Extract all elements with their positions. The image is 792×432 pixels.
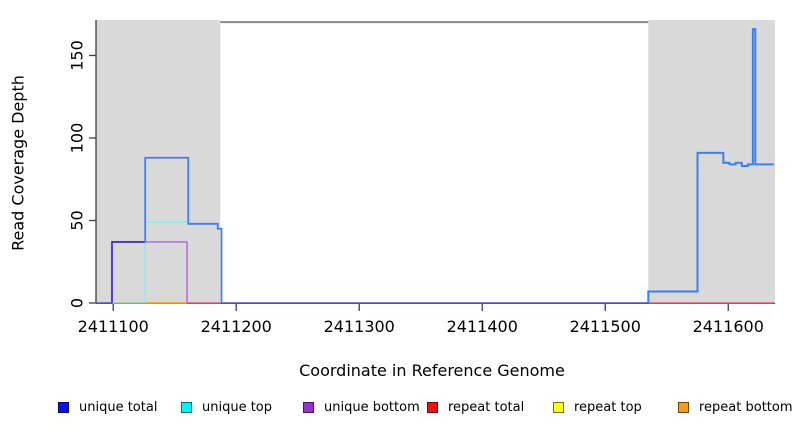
x-tick-label: 2411400 [447,317,518,336]
legend-swatch-icon [553,401,564,413]
x-tick-label: 2411200 [201,317,272,336]
series-unique-total-right-block [647,28,774,303]
legend-item-unique-bottom: unique bottom [303,398,420,416]
x-tick-label: 2411100 [78,317,149,336]
x-tick-label: 2411600 [693,317,764,336]
legend-swatch-icon [181,401,192,413]
right-gray-region [648,20,775,303]
legend-swatch-icon [58,401,69,413]
legend-item-repeat-total: repeat total [427,398,524,416]
x-axis-label: Coordinate in Reference Genome [299,361,565,380]
legend-item-label: unique top [202,399,273,415]
legend: unique total unique top unique bottom repea… [0,398,792,420]
legend-item-label: unique total [79,399,158,415]
legend-item-label: repeat total [448,399,525,415]
legend-item-repeat-bottom: repeat bottom [678,398,792,416]
y-axis-label: Read Coverage Depth [8,75,28,251]
y-tick-label: 50 [68,210,87,230]
legend-item-label: unique bottom [324,399,420,415]
x-tick-label: 2411300 [324,317,395,336]
legend-item-unique-total: unique total [58,398,157,416]
legend-item-label: repeat bottom [699,399,792,415]
legend-swatch-icon [303,401,314,413]
legend-item-label: repeat top [574,399,642,415]
left-gray-region [96,20,221,303]
legend-item-unique-top: unique top [181,398,272,416]
series-unique-total-and-bottom-overlap [111,241,146,303]
y-tick-label: 150 [68,40,87,71]
y-tick-label: 100 [68,123,87,154]
x-tick-label: 2411500 [570,317,641,336]
legend-item-repeat-top: repeat top [553,398,642,416]
series-unique-total-left-block [144,156,223,303]
legend-swatch-icon [678,401,689,413]
legend-swatch-icon [427,401,438,413]
y-tick-label: 0 [68,298,87,308]
